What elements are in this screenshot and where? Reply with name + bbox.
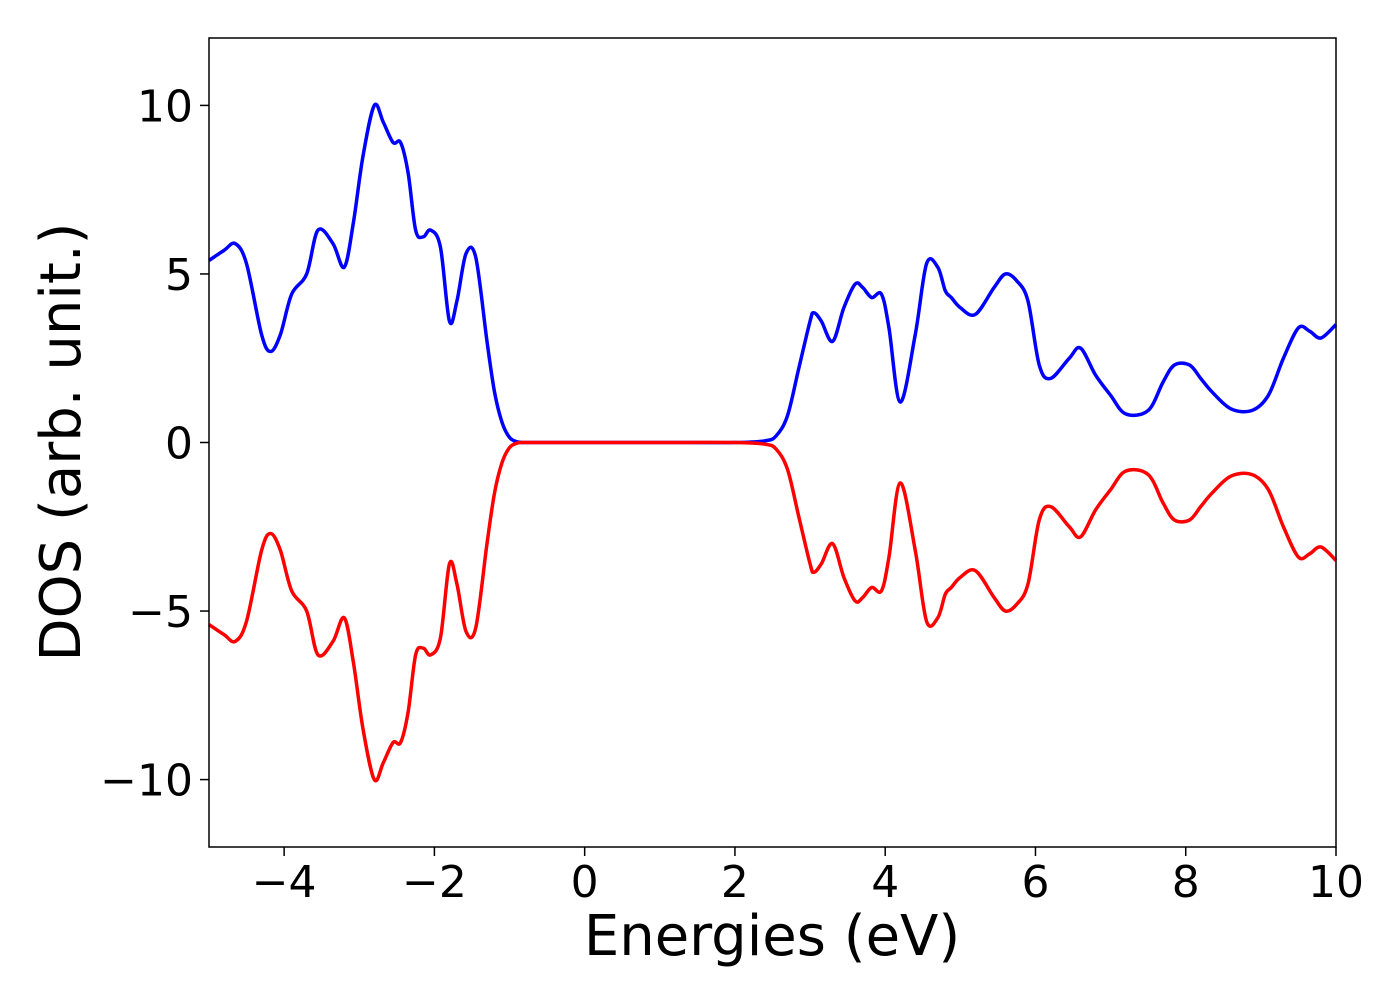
- y-tick-label: 10: [137, 81, 193, 132]
- series-line-2: [208, 440, 1338, 783]
- x-tick-label: 0: [571, 857, 599, 908]
- series-line-1: [208, 102, 1338, 445]
- y-axis: −10 −5 0 5 10: [100, 81, 209, 807]
- x-tick-label: 4: [871, 857, 899, 908]
- x-tick-label: 8: [1172, 857, 1200, 908]
- x-axis-label: Energies (eV): [584, 904, 960, 969]
- y-axis-label: DOS (arb. unit.): [29, 222, 94, 661]
- plot-lines: [208, 102, 1338, 783]
- x-tick-label: 6: [1021, 857, 1049, 908]
- y-tick-label: 0: [165, 419, 193, 470]
- y-tick-label: 5: [165, 250, 193, 301]
- x-axis: −4 −2 0 2 4 6 8 10: [252, 847, 1364, 908]
- x-tick-label: −4: [252, 857, 317, 908]
- y-tick-label: −5: [128, 587, 193, 638]
- x-tick-label: −2: [402, 857, 467, 908]
- y-tick-label: −10: [100, 756, 193, 807]
- x-tick-label: 10: [1308, 857, 1364, 908]
- x-tick-label: 2: [721, 857, 749, 908]
